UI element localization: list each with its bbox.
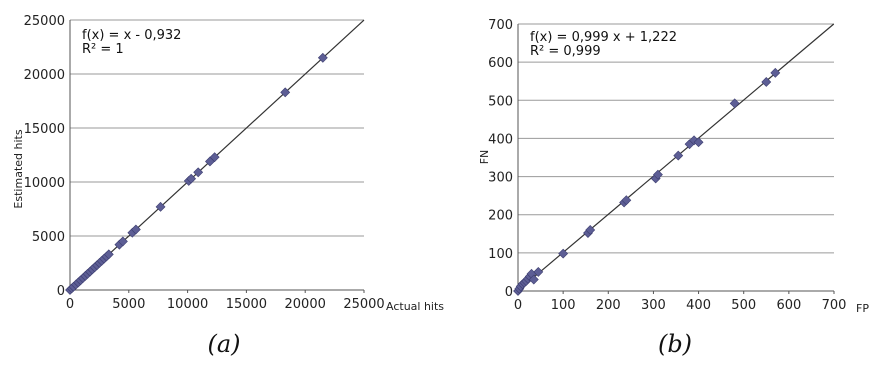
x-tick-label: 15000 [226,297,267,312]
y-tick-label: 5000 [32,230,65,245]
x-tick-label: 5000 [112,297,145,312]
caption-b: (b) [658,330,692,358]
data-points-b [513,67,781,296]
x-tick-label: 300 [641,298,666,313]
data-point [193,167,204,178]
data-point [693,137,704,148]
data-point [621,195,632,206]
x-axis-label-b: FP [856,302,869,315]
x-tick-label: 25000 [343,297,384,312]
y-tick-label: 700 [488,18,513,33]
data-point [186,173,197,184]
data-point [729,98,740,109]
tick-labels-b: 0 100 200 300 400 500 600 700 0 100 200 300 400 500 60… [488,18,846,313]
gridlines-a [70,19,364,237]
data-point [533,267,544,277]
y-tick-label: 400 [488,132,513,147]
data-point [558,248,569,259]
x-tick-label: 0 [514,298,522,313]
r-squared-a: R² = 1 [82,42,124,57]
y-tick-label: 10000 [24,176,65,191]
y-tick-label: 25000 [24,14,65,29]
data-point [770,67,781,78]
data-point [317,52,328,63]
y-tick-label: 300 [488,171,513,186]
x-axis-label-a: Actual hits [386,300,444,313]
x-tick-label: 600 [776,298,801,313]
data-point [117,236,128,247]
x-tick-label: 200 [596,298,621,313]
y-tick-label: 0 [505,285,513,300]
data-point [280,87,291,98]
y-tick-label: 15000 [24,122,65,137]
data-point [130,224,141,235]
data-point [673,150,684,161]
data-point [585,225,596,235]
y-tick-label: 500 [488,94,513,109]
y-tick-label: 200 [488,209,513,224]
x-tick-label: 100 [551,298,576,313]
y-tick-label: 100 [488,247,513,262]
data-point [103,249,114,260]
y-tick-label: 600 [488,56,513,71]
y-axis-label-b: FN [478,150,491,165]
chart-a: 0 5000 10000 15000 20000 25000 0 5000 10000 15000… [12,14,444,358]
data-point [653,169,663,180]
r-squared-b: R² = 0,999 [530,44,601,59]
x-tick-label: 700 [822,298,847,313]
tick-labels-a: 0 5000 10000 15000 20000 25000 0 5000 10000 15000… [24,14,385,312]
data-points-a [65,52,328,295]
caption-a: (a) [207,330,240,358]
equation-b: f(x) = 0,999 x + 1,222 [530,30,677,45]
x-tick-label: 20000 [285,297,326,312]
x-tick-label: 400 [686,298,711,313]
gridlines-b [518,23,834,254]
data-point [761,77,772,87]
equation-a: f(x) = x - 0,932 [82,28,181,43]
data-point [155,201,166,212]
x-tick-label: 0 [66,297,74,312]
chart-b: 0 100 200 300 400 500 600 700 0 100 200 300 400 500 60… [478,18,869,358]
y-axis-label-a: Estimated hits [12,129,25,208]
data-point [209,152,220,163]
y-tick-label: 0 [57,284,65,299]
y-tick-label: 20000 [24,68,65,83]
x-tick-label: 10000 [167,297,208,312]
data-point [528,274,539,285]
x-tick-label: 500 [731,298,756,313]
